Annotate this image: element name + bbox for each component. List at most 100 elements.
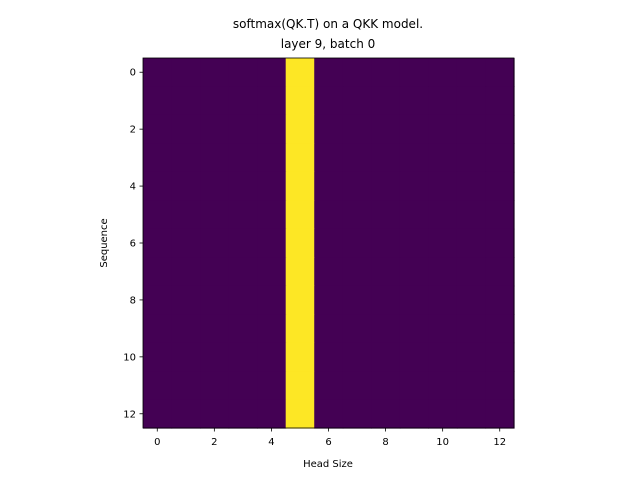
heatmap-cell (257, 171, 287, 201)
heatmap-cell (399, 399, 429, 429)
heatmap-cell (485, 200, 515, 230)
heatmap-cell (314, 143, 344, 173)
heatmap-cell (371, 285, 401, 315)
heatmap-cell (399, 228, 429, 258)
heatmap-cell (485, 342, 515, 372)
heatmap-cell (171, 228, 201, 258)
heatmap-cell (200, 171, 230, 201)
heatmap-cell (428, 228, 458, 258)
heatmap-cell (456, 399, 487, 429)
heatmap-cell (342, 342, 372, 372)
heatmap-cell (285, 285, 315, 315)
heatmap-cell (200, 399, 230, 429)
heatmap-cell (200, 200, 230, 230)
heatmap-cell (428, 342, 458, 372)
heatmap-cell (143, 399, 173, 429)
heatmap-cell (428, 314, 458, 344)
heatmap-cell (314, 399, 344, 429)
heatmap-cell (171, 58, 201, 88)
heatmap-cell (342, 114, 372, 144)
heatmap-cell (456, 86, 487, 116)
heatmap-cell (143, 114, 173, 144)
heatmap-cell (371, 114, 401, 144)
heatmap-cell (257, 371, 287, 401)
heatmap-cell (342, 58, 372, 88)
y-axis-ticks: 0 2 4 6 8 10 12 (123, 68, 143, 420)
heatmap-cell (485, 257, 515, 287)
heatmap-cells (143, 58, 515, 429)
heatmap-cell (371, 257, 401, 287)
heatmap-cell (171, 314, 201, 344)
heatmap-cell (285, 399, 315, 429)
heatmap-cell (342, 399, 372, 429)
heatmap-cell (200, 371, 230, 401)
y-tick-label: 8 (130, 295, 136, 306)
x-tick-label: 2 (211, 437, 217, 448)
heatmap-cell (371, 228, 401, 258)
heatmap-cell (228, 143, 258, 173)
heatmap-cell (143, 257, 173, 287)
heatmap-cell (143, 58, 173, 88)
heatmap-cell (228, 228, 258, 258)
heatmap-cell (485, 314, 515, 344)
y-tick-label: 4 (130, 182, 136, 193)
heatmap-cell (314, 58, 344, 88)
heatmap-cell (428, 200, 458, 230)
heatmap-cell (257, 200, 287, 230)
heatmap-cell (228, 257, 258, 287)
heatmap-cell (399, 371, 429, 401)
heatmap-cell (228, 342, 258, 372)
heatmap-cell (342, 171, 372, 201)
heatmap-cell (200, 342, 230, 372)
heatmap-cell (371, 200, 401, 230)
heatmap-cell (285, 171, 315, 201)
heatmap-cell (456, 58, 487, 88)
heatmap-cell (314, 371, 344, 401)
heatmap-cell (171, 285, 201, 315)
heatmap-cell (314, 228, 344, 258)
heatmap-cell (371, 371, 401, 401)
heatmap-cell (171, 342, 201, 372)
heatmap-cell (200, 285, 230, 315)
heatmap-cell (257, 58, 287, 88)
heatmap-cell (228, 86, 258, 116)
heatmap-cell (399, 171, 429, 201)
heatmap-cell (399, 285, 429, 315)
heatmap-cell (285, 114, 315, 144)
heatmap-cell (428, 143, 458, 173)
heatmap-cell (285, 200, 315, 230)
heatmap-cell (314, 86, 344, 116)
heatmap-cell (171, 171, 201, 201)
heatmap-cell (257, 399, 287, 429)
x-axis-label: Head Size (303, 459, 353, 470)
heatmap-cell (143, 342, 173, 372)
x-tick-label: 0 (154, 437, 160, 448)
heatmap-cell (342, 285, 372, 315)
heatmap-cell (143, 371, 173, 401)
chart-title-line-1: softmax(QK.T) on a QKK model. (233, 17, 423, 31)
heatmap-cell (228, 371, 258, 401)
heatmap-cell (143, 143, 173, 173)
heatmap-cell (314, 314, 344, 344)
y-axis-label: Sequence (99, 218, 110, 267)
heatmap-cell (456, 371, 487, 401)
heatmap-cell (399, 86, 429, 116)
heatmap-cell (456, 342, 487, 372)
heatmap-cell (342, 371, 372, 401)
heatmap-cell (257, 342, 287, 372)
heatmap-cell (143, 86, 173, 116)
heatmap-cell (228, 285, 258, 315)
heatmap-cell (399, 143, 429, 173)
heatmap-cell (428, 114, 458, 144)
heatmap-cell (314, 342, 344, 372)
heatmap-cell (456, 143, 487, 173)
heatmap-cell (171, 257, 201, 287)
heatmap-cell (456, 228, 487, 258)
heatmap-cell (485, 143, 515, 173)
heatmap-cell (399, 342, 429, 372)
heatmap-cell (314, 200, 344, 230)
heatmap-cell (456, 314, 487, 344)
heatmap-cell (314, 257, 344, 287)
heatmap-cell (428, 58, 458, 88)
